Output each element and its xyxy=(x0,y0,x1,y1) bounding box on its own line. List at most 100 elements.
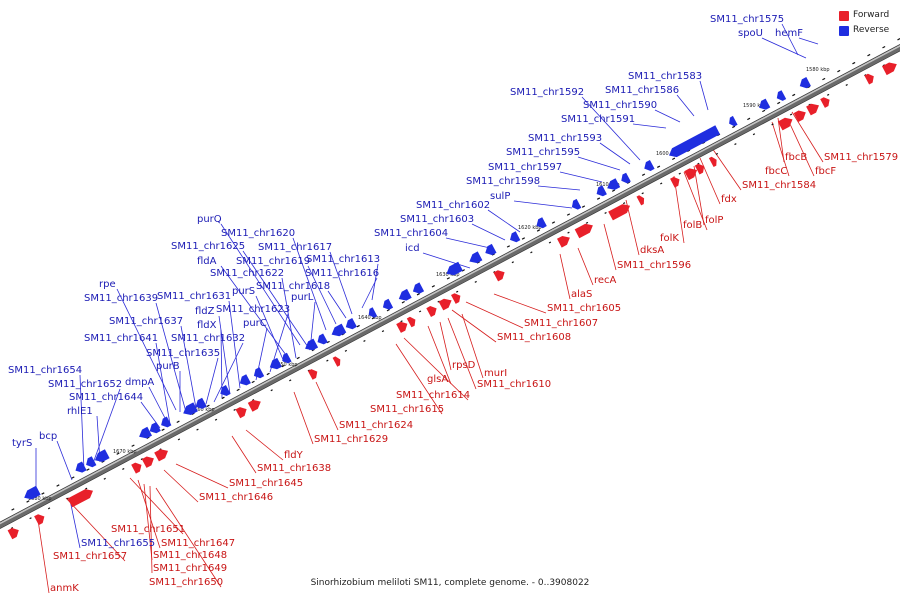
reverse-gene-label[interactable]: SM11_chr1604 xyxy=(374,228,448,239)
reverse-gene-arrow[interactable] xyxy=(669,125,720,158)
forward-gene-label[interactable]: dksA xyxy=(640,245,664,256)
forward-gene-arrow[interactable] xyxy=(438,298,452,311)
reverse-gene-label[interactable]: SM11_chr1655 xyxy=(81,538,155,549)
forward-gene-label[interactable]: SM11_chr1615 xyxy=(370,404,444,415)
reverse-gene-arrow[interactable] xyxy=(239,374,251,386)
forward-gene-label[interactable]: glsA xyxy=(427,374,448,385)
reverse-gene-label[interactable]: fldZ xyxy=(195,306,215,317)
reverse-gene-label[interactable]: SM11_chr1644 xyxy=(69,392,143,403)
reverse-gene-label[interactable]: purQ xyxy=(197,214,222,225)
reverse-gene-label[interactable]: SM11_chr1593 xyxy=(528,133,602,144)
forward-gene-label[interactable]: folB xyxy=(683,220,702,231)
forward-gene-label[interactable]: fldY xyxy=(284,450,304,461)
forward-gene-label[interactable]: SM11_chr1614 xyxy=(396,390,470,401)
reverse-gene-arrow[interactable] xyxy=(368,307,378,318)
reverse-gene-arrow[interactable] xyxy=(24,485,41,500)
forward-gene-arrow[interactable] xyxy=(882,62,897,76)
reverse-gene-label[interactable]: rpe xyxy=(99,279,116,290)
forward-gene-label[interactable]: folP xyxy=(705,215,723,226)
reverse-gene-label[interactable]: bcp xyxy=(39,431,57,442)
reverse-gene-arrow[interactable] xyxy=(331,323,347,337)
forward-gene-arrow[interactable] xyxy=(608,204,630,221)
forward-gene-arrow[interactable] xyxy=(493,270,505,282)
forward-gene-label[interactable]: recA xyxy=(594,275,617,286)
reverse-gene-arrow[interactable] xyxy=(149,422,161,434)
forward-gene-arrow[interactable] xyxy=(636,195,645,206)
reverse-gene-label[interactable]: SM11_chr1591 xyxy=(561,114,635,125)
forward-gene-arrow[interactable] xyxy=(396,321,408,333)
forward-gene-arrow[interactable] xyxy=(806,103,819,116)
reverse-gene-label[interactable]: SM11_chr1623 xyxy=(216,304,290,315)
reverse-gene-arrow[interactable] xyxy=(621,172,631,184)
reverse-gene-label[interactable]: SM11_chr1654 xyxy=(8,365,82,376)
reverse-gene-label[interactable]: SM11_chr1632 xyxy=(171,333,245,344)
forward-gene-arrow[interactable] xyxy=(67,489,93,508)
forward-gene-arrow[interactable] xyxy=(247,400,261,412)
reverse-gene-label[interactable]: SM11_chr1613 xyxy=(306,254,380,265)
reverse-gene-label[interactable]: sulP xyxy=(490,191,510,202)
reverse-gene-arrow[interactable] xyxy=(253,367,265,379)
reverse-gene-label[interactable]: SM11_chr1590 xyxy=(583,100,657,111)
reverse-gene-arrow[interactable] xyxy=(86,456,97,468)
reverse-gene-label[interactable]: SM11_chr1598 xyxy=(466,176,540,187)
reverse-gene-arrow[interactable] xyxy=(269,357,282,370)
reverse-gene-arrow[interactable] xyxy=(485,243,497,256)
reverse-gene-arrow[interactable] xyxy=(139,426,152,439)
reverse-gene-arrow[interactable] xyxy=(317,333,328,345)
reverse-gene-label[interactable]: rhlE1 xyxy=(67,406,93,417)
reverse-gene-label[interactable]: SM11_chr1575 xyxy=(710,14,784,25)
forward-gene-label[interactable]: SM11_chr1645 xyxy=(229,478,303,489)
reverse-gene-arrow[interactable] xyxy=(536,217,547,229)
reverse-gene-label[interactable]: SM11_chr1652 xyxy=(48,379,122,390)
reverse-gene-label[interactable]: SM11_chr1625 xyxy=(171,241,245,252)
forward-gene-arrow[interactable] xyxy=(154,449,168,462)
forward-gene-label[interactable]: SM11_chr1605 xyxy=(547,303,621,314)
forward-gene-arrow[interactable] xyxy=(34,514,45,526)
reverse-gene-arrow[interactable] xyxy=(75,461,87,473)
forward-gene-label[interactable]: alaS xyxy=(571,289,592,300)
forward-gene-label[interactable]: SM11_chr1648 xyxy=(153,550,227,561)
forward-gene-arrow[interactable] xyxy=(820,97,830,108)
reverse-gene-arrow[interactable] xyxy=(345,318,357,330)
forward-gene-arrow[interactable] xyxy=(131,462,142,474)
forward-gene-label[interactable]: SM11_chr1638 xyxy=(257,463,331,474)
forward-gene-arrow[interactable] xyxy=(141,456,154,468)
reverse-gene-arrow[interactable] xyxy=(161,416,172,428)
reverse-gene-arrow[interactable] xyxy=(398,288,412,301)
reverse-gene-label[interactable]: SM11_chr1637 xyxy=(109,316,183,327)
forward-gene-arrow[interactable] xyxy=(426,306,437,317)
forward-gene-label[interactable]: fbcF xyxy=(815,166,836,177)
reverse-gene-arrow[interactable] xyxy=(94,449,110,462)
reverse-gene-label[interactable]: SM11_chr1620 xyxy=(221,228,295,239)
reverse-gene-arrow[interactable] xyxy=(305,338,319,351)
reverse-gene-label[interactable]: SM11_chr1592 xyxy=(510,87,584,98)
forward-gene-label[interactable]: SM11_chr1579 xyxy=(824,152,898,163)
reverse-gene-label[interactable]: SM11_chr1602 xyxy=(416,200,490,211)
reverse-gene-label[interactable]: SM11_chr1583 xyxy=(628,71,702,82)
reverse-gene-label[interactable]: SM11_chr1631 xyxy=(157,291,231,302)
forward-gene-label[interactable]: murI xyxy=(484,368,507,379)
reverse-gene-label[interactable]: hemF xyxy=(775,28,803,39)
reverse-gene-arrow[interactable] xyxy=(571,198,582,210)
forward-gene-label[interactable]: SM11_chr1657 xyxy=(53,551,127,562)
forward-gene-arrow[interactable] xyxy=(235,407,247,419)
reverse-gene-label[interactable]: spoU xyxy=(738,28,763,39)
forward-gene-arrow[interactable] xyxy=(557,236,570,248)
reverse-gene-arrow[interactable] xyxy=(412,282,425,294)
reverse-gene-label[interactable]: purL xyxy=(291,292,314,303)
reverse-gene-label[interactable]: icd xyxy=(405,243,420,254)
forward-gene-arrow[interactable] xyxy=(694,163,705,175)
reverse-gene-label[interactable]: SM11_chr1586 xyxy=(605,85,679,96)
reverse-gene-label[interactable]: SM11_chr1622 xyxy=(210,268,284,279)
reverse-gene-arrow[interactable] xyxy=(644,160,655,171)
reverse-gene-arrow[interactable] xyxy=(510,231,521,243)
forward-gene-label[interactable]: SM11_chr1651 xyxy=(111,524,185,535)
reverse-gene-label[interactable]: SM11_chr1603 xyxy=(400,214,474,225)
forward-gene-arrow[interactable] xyxy=(451,293,461,304)
reverse-gene-label[interactable]: SM11_chr1618 xyxy=(256,281,330,292)
reverse-gene-arrow[interactable] xyxy=(729,115,738,127)
reverse-gene-arrow[interactable] xyxy=(607,178,621,190)
reverse-gene-label[interactable]: purS xyxy=(232,286,255,297)
forward-gene-arrow[interactable] xyxy=(307,369,318,380)
forward-gene-label[interactable]: SM11_chr1607 xyxy=(524,318,598,329)
